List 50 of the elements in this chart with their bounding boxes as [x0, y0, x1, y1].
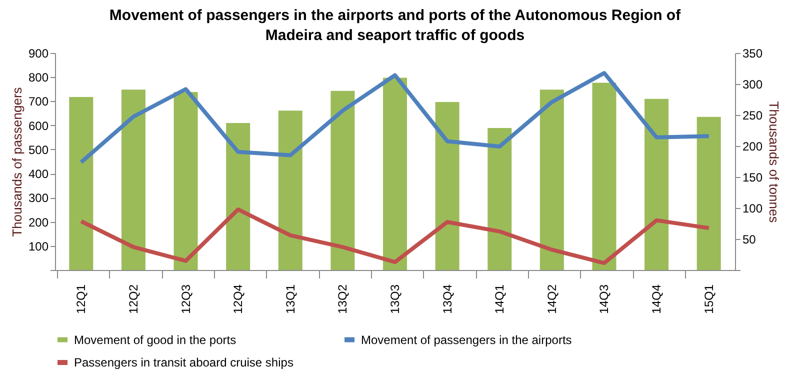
x-tick-label: 15Q1 [702, 284, 716, 314]
y-axis-title: Thousands of passengers [9, 86, 24, 237]
y2-axis-title: Thousands of tonnes [766, 101, 782, 224]
x-tick-label: 13Q2 [336, 284, 350, 314]
bar [435, 102, 460, 270]
y2-tick-label: 50 [742, 232, 756, 246]
y2-tick-label: 250 [742, 108, 763, 122]
bar [696, 116, 721, 270]
y-tick-label: 600 [28, 118, 49, 133]
bar [226, 123, 250, 270]
x-tick-label: 14Q2 [544, 284, 559, 314]
x-tick-label: 14Q1 [492, 284, 507, 314]
line-series [79, 207, 711, 266]
y2-tick-label: 200 [742, 140, 763, 154]
x-tick-label: 12Q3 [178, 284, 193, 314]
x-tick-label: 13Q4 [440, 284, 454, 314]
y2-tick-label: 300 [742, 78, 763, 92]
x-tick-label: 13Q1 [283, 284, 298, 314]
bar [488, 128, 512, 270]
y-tick-label: 500 [28, 142, 49, 157]
legend-label: Passengers in transit aboard cruise ships [74, 356, 294, 370]
legend-label: Movement of good in the ports [74, 332, 236, 347]
bar [69, 97, 94, 270]
x-tick-label: 12Q2 [126, 284, 140, 314]
bar [540, 90, 564, 270]
y-tick-label: 200 [28, 215, 49, 230]
y-tick-label: 400 [28, 167, 49, 182]
bar [278, 110, 302, 270]
bar [174, 92, 198, 270]
x-tick-label: 12Q4 [231, 284, 246, 314]
y-tick-label: 100 [28, 239, 49, 254]
y-tick-label: 300 [28, 191, 49, 206]
y-tick-label: 800 [28, 70, 49, 85]
bar [644, 98, 669, 270]
bar [592, 82, 616, 270]
line-series [79, 71, 711, 164]
x-tick-label: 12Q1 [74, 284, 88, 314]
x-tick-label: 14Q3 [597, 284, 612, 314]
y2-tick-label: 150 [742, 170, 763, 184]
y2-tick-label: 100 [742, 202, 763, 216]
y-tick-label: 900 [28, 46, 49, 60]
bar [121, 90, 146, 270]
legend-label: Movement of passengers in the airports [361, 332, 572, 347]
y2-tick-label: 350 [742, 46, 763, 60]
bar [383, 78, 407, 270]
x-tick-label: 13Q3 [388, 284, 402, 314]
bar [330, 90, 355, 270]
chart-title: Movement of passengers in the airports and ports of the Autonomous Region of Madeira and seaport traffic of goods [109, 7, 682, 44]
x-tick-label: 14Q4 [650, 284, 664, 314]
y-tick-label: 700 [28, 94, 49, 109]
